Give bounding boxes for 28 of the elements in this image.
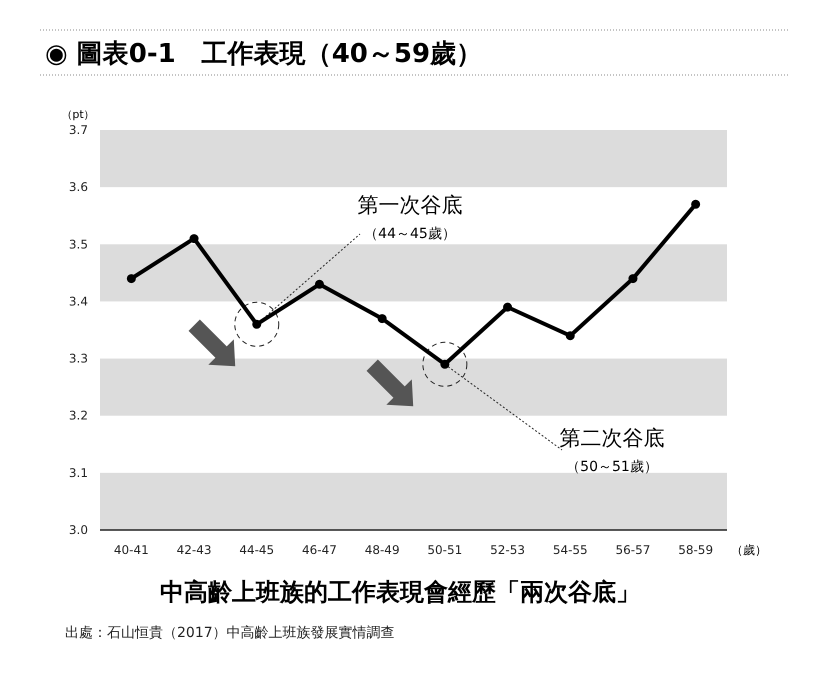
y-axis-title: （pt） bbox=[61, 108, 95, 121]
x-tick-label: 42-43 bbox=[176, 543, 212, 557]
y-tick-label: 3.2 bbox=[68, 408, 88, 423]
x-tick-label: 46-47 bbox=[302, 543, 337, 557]
annotation: （50～51歲） bbox=[566, 459, 658, 475]
x-tick-label: 54-55 bbox=[552, 543, 588, 557]
annotation: 第二次谷底 bbox=[422, 342, 664, 450]
y-tick-label: 3.0 bbox=[68, 523, 88, 537]
y-tick-label: 3.5 bbox=[68, 237, 88, 252]
x-axis-title: （歲） bbox=[731, 543, 767, 557]
annotation: （44～45歲） bbox=[364, 226, 456, 242]
y-tick-label: 3.3 bbox=[68, 352, 88, 366]
y-tick-label: 3.6 bbox=[68, 180, 88, 194]
x-tick-label: 48-49 bbox=[364, 543, 400, 557]
y-tick-label: 3.4 bbox=[68, 294, 88, 308]
annotation: 出處：石山恒貴（2017）中高齡上班族發展實情調查 bbox=[65, 625, 395, 641]
title: ◉ 圖表0-1 工作表現（40～59歲） bbox=[45, 39, 482, 69]
x-tick-label: 50-51 bbox=[427, 543, 462, 557]
x-tick-label: 40-41 bbox=[114, 543, 149, 557]
subtitle: 中高齡上班族的工作表現會經歷「兩次谷底」 bbox=[160, 578, 640, 606]
y-tick-label: 3.1 bbox=[68, 466, 88, 480]
x-tick-label: 52-53 bbox=[490, 543, 525, 557]
x-tick-label: 44-45 bbox=[239, 543, 274, 557]
x-tick-label: 56-57 bbox=[616, 543, 650, 557]
annotation: 第一次谷底 bbox=[358, 193, 462, 217]
y-tick-label: 3.7 bbox=[68, 123, 88, 137]
annotation: 第二次谷底 bbox=[560, 426, 664, 450]
x-tick-label: 58-59 bbox=[678, 543, 714, 557]
